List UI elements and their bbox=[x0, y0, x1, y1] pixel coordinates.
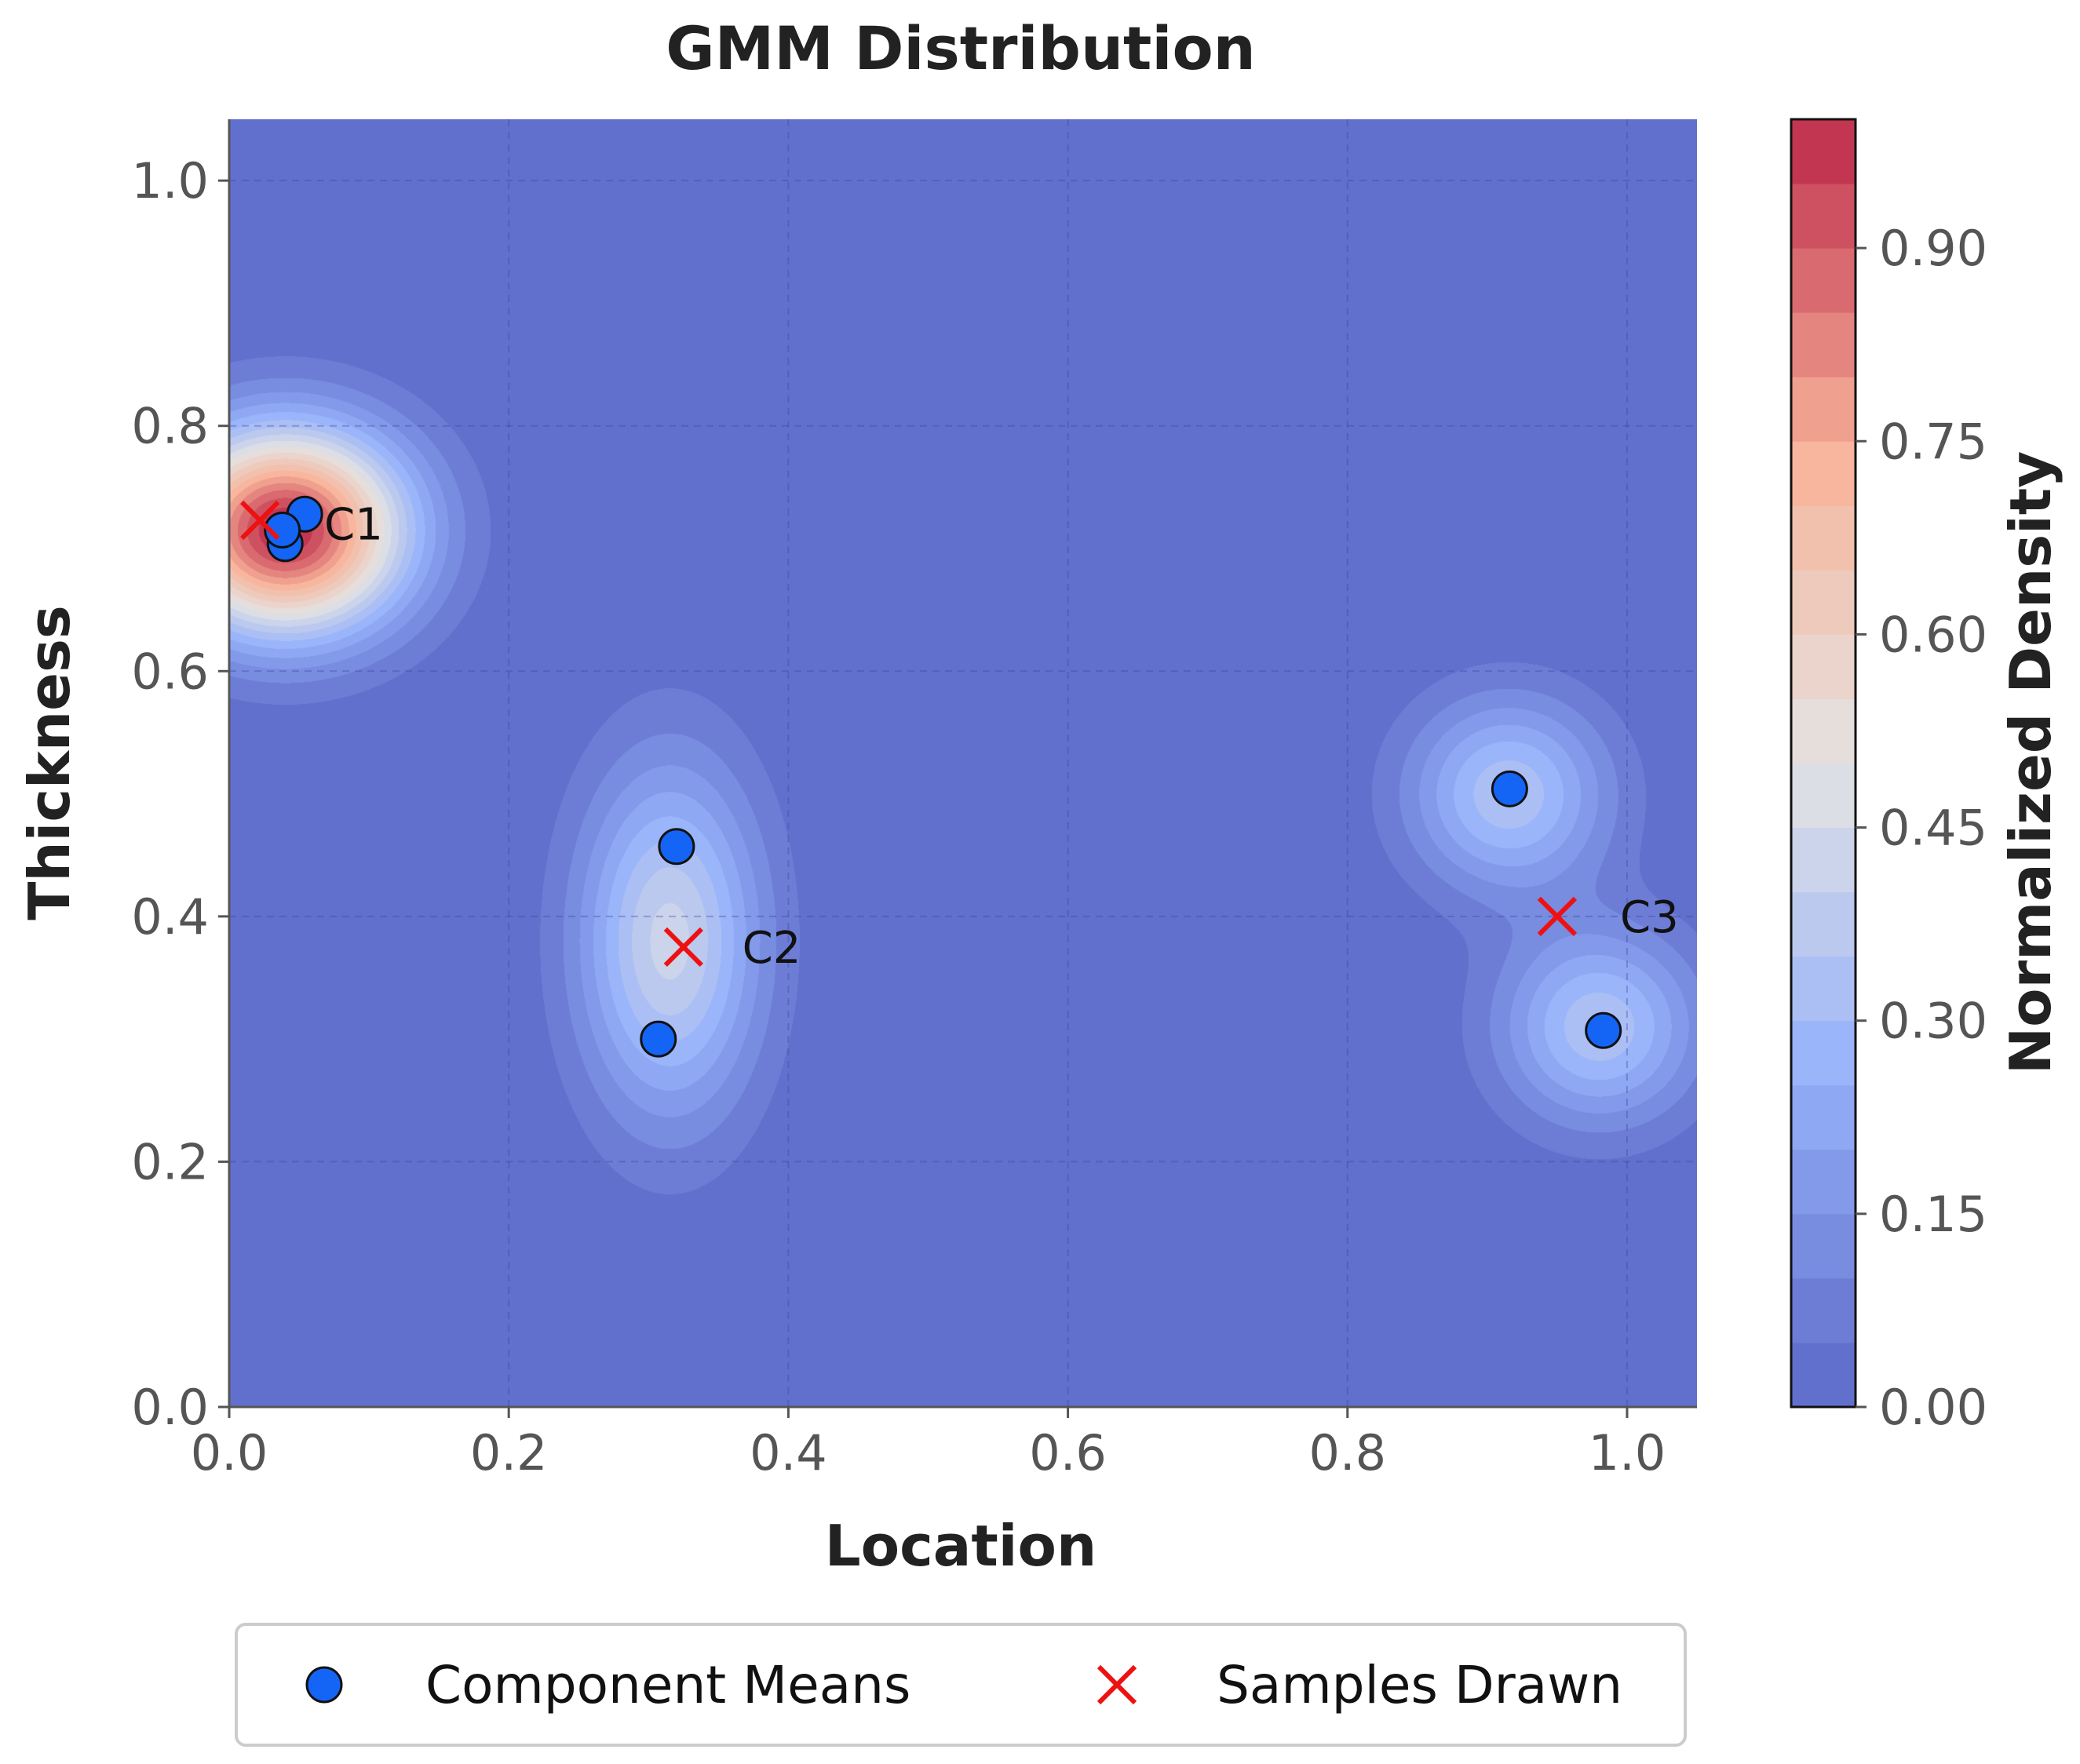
x-tick-label: 0.2 bbox=[470, 1424, 548, 1482]
colorbar-level bbox=[1791, 956, 1856, 1022]
colorbar-level bbox=[1791, 184, 1856, 249]
legend-samples-label: Samples Drawn bbox=[1217, 1655, 1622, 1715]
x-tick-label: 0.0 bbox=[191, 1424, 268, 1482]
colorbar-level bbox=[1791, 1213, 1856, 1279]
x-tick-label: 1.0 bbox=[1589, 1424, 1666, 1482]
colorbar-level bbox=[1791, 505, 1856, 570]
colorbar-tick-label: 0.45 bbox=[1879, 800, 1987, 857]
colorbar-level bbox=[1791, 441, 1856, 506]
colorbar-level bbox=[1791, 827, 1856, 893]
y-tick-label: 1.0 bbox=[131, 152, 209, 210]
colorbar-tick-label: 0.00 bbox=[1879, 1379, 1987, 1436]
colorbar-level bbox=[1791, 763, 1856, 829]
x-tick-label: 0.8 bbox=[1308, 1424, 1386, 1482]
cluster-annotation: C3 bbox=[1620, 892, 1679, 943]
x-tick-label: 0.6 bbox=[1029, 1424, 1107, 1482]
legend-frame bbox=[235, 1623, 1687, 1747]
legend-means-label: Component Means bbox=[425, 1655, 910, 1715]
y-tick-label: 0.0 bbox=[131, 1379, 209, 1436]
colorbar-level bbox=[1791, 1342, 1856, 1408]
colorbar-level bbox=[1791, 312, 1856, 377]
colorbar-level bbox=[1791, 570, 1856, 635]
cluster-annotation: C2 bbox=[743, 923, 801, 974]
colorbar-level bbox=[1791, 1149, 1856, 1215]
colorbar-tick-label: 0.90 bbox=[1879, 220, 1987, 277]
colorbar-level bbox=[1791, 119, 1856, 184]
colorbar-level bbox=[1791, 891, 1856, 957]
y-tick-label: 0.2 bbox=[131, 1133, 209, 1190]
colorbar-tick-label: 0.30 bbox=[1879, 993, 1987, 1050]
component-mean-point bbox=[640, 1020, 677, 1058]
y-tick-label: 0.4 bbox=[131, 888, 209, 946]
component-mean-point bbox=[658, 828, 695, 866]
y-tick-label: 0.6 bbox=[131, 643, 209, 700]
legend: Component Means Samples Drawn bbox=[235, 1623, 1687, 1747]
sample-drawn-marker bbox=[663, 927, 703, 968]
x-axis-title: Location bbox=[825, 1513, 1097, 1579]
colorbar-level bbox=[1791, 1020, 1856, 1086]
colorbar-title: Normalized Density bbox=[1998, 451, 2064, 1074]
density-heatmap bbox=[229, 119, 1697, 1407]
colorbar-level bbox=[1791, 1084, 1856, 1150]
colorbar-tick-label: 0.60 bbox=[1879, 606, 1987, 663]
y-tick-label: 0.8 bbox=[131, 398, 209, 455]
y-axis-title: Thickness bbox=[16, 605, 82, 920]
component-mean-point bbox=[1585, 1011, 1622, 1049]
legend-means-marker bbox=[305, 1666, 343, 1704]
component-mean-point bbox=[264, 512, 301, 549]
chart-title: GMM Distribution bbox=[666, 13, 1256, 83]
colorbar-tick-label: 0.15 bbox=[1879, 1186, 1987, 1243]
colorbar-frame bbox=[1790, 118, 1857, 1409]
sample-drawn-marker bbox=[240, 500, 280, 541]
x-tick-label: 0.4 bbox=[750, 1424, 827, 1482]
colorbar-tick-label: 0.75 bbox=[1879, 413, 1987, 470]
colorbar-level bbox=[1791, 248, 1856, 313]
component-mean-point bbox=[1491, 770, 1528, 807]
cluster-annotation: C1 bbox=[324, 500, 383, 551]
colorbar-level bbox=[1791, 634, 1856, 699]
legend-samples-marker bbox=[1097, 1664, 1137, 1705]
colorbar-level bbox=[1791, 698, 1856, 764]
colorbar-level bbox=[1791, 377, 1856, 442]
sample-drawn-marker bbox=[1537, 896, 1578, 936]
colorbar-level bbox=[1791, 1277, 1856, 1343]
